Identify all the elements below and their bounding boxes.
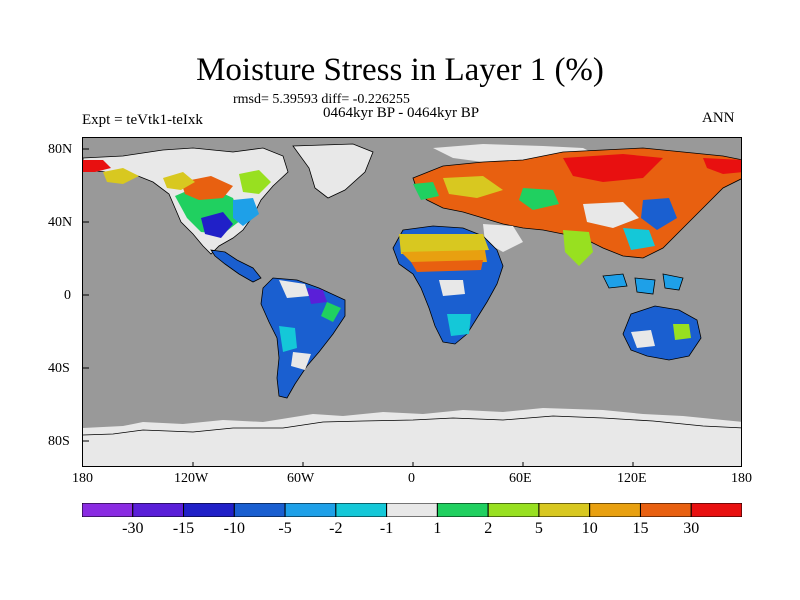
sa-green [321, 302, 341, 322]
rmsd-diff-stats: rmsd= 5.39593 diff= -0.226255 [233, 92, 410, 107]
colorbar-label: 15 [632, 520, 649, 537]
colorbar-label: 1 [433, 520, 442, 537]
colorbar [82, 503, 742, 517]
colorbar-labels: -30 -15 -10 -5 -2 -1 1 2 5 10 15 30 [82, 520, 742, 542]
experiment-label: Expt = teVtk1-teIxk [82, 112, 203, 128]
australia-white [631, 330, 655, 348]
lon-tick-180e: 180 [731, 471, 752, 486]
eurasia-red-east [703, 158, 741, 174]
lon-tick-0: 0 [408, 471, 415, 486]
colorbar-box [183, 503, 235, 517]
colorbar-box [538, 503, 591, 517]
china-blue [641, 198, 677, 230]
time-period-label: 0464kyr BP - 0464kyr BP [323, 105, 480, 121]
colorbar-label: 30 [683, 520, 700, 537]
colorbar-label: 5 [534, 520, 543, 537]
colorbar-box [233, 503, 286, 517]
india-green [563, 230, 593, 266]
se-asia-islands [602, 273, 684, 295]
colorbar-box [284, 503, 337, 517]
colorbar-label: 2 [484, 520, 493, 537]
sa-white-south [291, 352, 311, 370]
south-america [260, 277, 346, 399]
africa-cyan [447, 314, 471, 336]
colorbar-label: 10 [581, 520, 598, 537]
central-america [210, 249, 262, 283]
colorbar-box [589, 503, 641, 517]
africa-white [439, 280, 465, 296]
na-blue [201, 212, 233, 238]
colorbar-label: -1 [379, 520, 394, 537]
lon-tick-60e: 60E [509, 471, 532, 486]
lat-tick-80n: 80N [48, 142, 73, 157]
colorbar-box [132, 503, 185, 517]
sa-white [279, 280, 309, 298]
colorbar-label: -10 [223, 520, 245, 537]
colorbar-label: -15 [172, 520, 195, 537]
colorbar-box [639, 503, 692, 517]
colorbar-label: -2 [329, 520, 343, 537]
sahara-yellow [399, 234, 489, 254]
season-label: ANN [702, 110, 735, 126]
colorbar-label: -30 [122, 520, 144, 537]
colorbar-box [690, 503, 742, 517]
plot-title: Moisture Stress in Layer 1 (%) [196, 52, 604, 88]
lat-tick-80s: 80S [48, 434, 70, 449]
sa-purple [307, 288, 327, 304]
na-yellow [163, 172, 195, 190]
colorbar-box [386, 503, 438, 517]
colorbar-box [335, 503, 388, 517]
antarctica-ice [83, 408, 741, 466]
australia-green [673, 324, 691, 340]
lat-tick-40s: 40S [48, 361, 70, 376]
alaska-red [83, 160, 111, 172]
axis-ticks [83, 148, 634, 466]
lon-tick-120e: 120E [617, 471, 647, 486]
colorbar-box [487, 503, 540, 517]
antarctica-coast [83, 415, 741, 436]
europe-green [413, 182, 439, 200]
lat-tick-0: 0 [64, 288, 71, 303]
colorbar-box [82, 503, 134, 517]
na-west-yellow [103, 168, 139, 184]
sahel-red [411, 260, 483, 272]
na-light-green [239, 170, 271, 194]
lat-tick-40n: 40N [48, 215, 73, 230]
colorbar-box [436, 503, 489, 517]
lon-tick-60w: 60W [287, 471, 315, 486]
world-map [82, 137, 742, 467]
sa-cyan [279, 326, 297, 352]
eurasia [412, 147, 741, 259]
map-canvas [83, 138, 741, 466]
eurasia-yellow [443, 176, 503, 198]
arabia-white [483, 224, 523, 252]
lon-tick-180w: 180 [72, 471, 93, 486]
na-cyan [233, 198, 259, 226]
eurasia-red [563, 154, 663, 182]
china-cyan [623, 228, 655, 250]
eurasia-green [519, 188, 559, 210]
greenland-ice [292, 143, 374, 199]
tibet-white [583, 202, 639, 228]
lon-tick-120w: 120W [174, 471, 209, 486]
colorbar-label: -5 [278, 520, 292, 537]
